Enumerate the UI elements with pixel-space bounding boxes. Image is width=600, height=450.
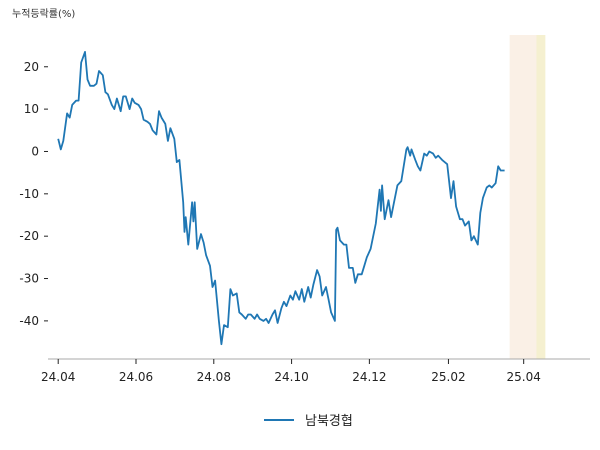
y-tick-label: -10	[19, 187, 39, 201]
y-tick-label: -40	[19, 314, 39, 328]
x-tick-label: 24.04	[41, 370, 75, 384]
highlight-span-1	[509, 35, 537, 359]
legend: 남북경협	[264, 414, 353, 429]
y-tick-label: 10	[24, 102, 39, 116]
x-tick-label: 25.04	[507, 370, 541, 384]
y-axis: 20 10 0 -10 -20 -30 -40	[19, 60, 48, 328]
highlight-spans	[509, 35, 546, 359]
y-axis-label: 누적등락률(%)	[12, 8, 75, 20]
x-tick-label: 25.02	[431, 370, 465, 384]
x-tick-label: 24.06	[119, 370, 153, 384]
plot-area	[57, 51, 505, 346]
y-tick-label: -30	[19, 272, 39, 286]
x-tick-label: 24.10	[274, 370, 308, 384]
y-tick-label: 20	[24, 60, 39, 74]
y-tick-label: 0	[31, 144, 39, 158]
y-tick-label: -20	[19, 229, 39, 243]
legend-label: 남북경협	[305, 414, 353, 429]
x-tick-label: 24.08	[197, 370, 231, 384]
x-axis: 24.04 24.06 24.08 24.10 24.12 25.02 25.04	[41, 358, 590, 384]
x-tick-label: 24.12	[352, 370, 386, 384]
series-line-1	[57, 51, 505, 346]
highlight-span-2	[536, 35, 546, 359]
